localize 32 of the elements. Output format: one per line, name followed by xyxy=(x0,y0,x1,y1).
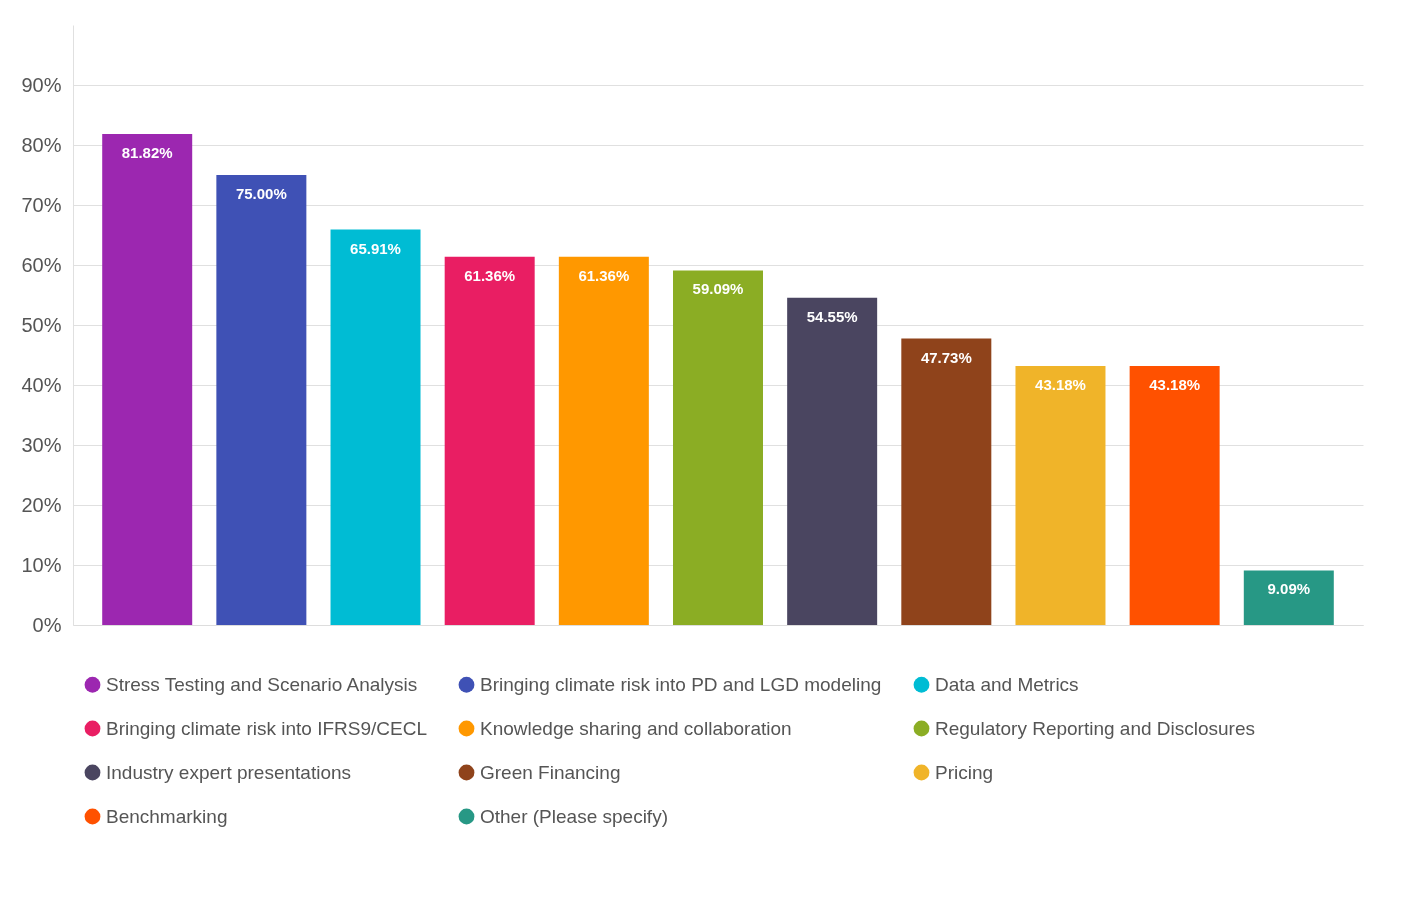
legend-label: Data and Metrics xyxy=(935,673,1079,695)
legend-label: Regulatory Reporting and Disclosures xyxy=(935,717,1255,739)
y-tick-label: 50% xyxy=(21,313,62,336)
data-label: 43.18% xyxy=(1035,375,1086,393)
data-label: 54.55% xyxy=(806,307,858,325)
legend-label: Industry expert presentations xyxy=(106,761,352,783)
y-tick-label: 20% xyxy=(21,493,62,516)
data-label: 61.36% xyxy=(578,266,630,284)
legend-label: Benchmarking xyxy=(106,805,228,827)
y-tick-label: 60% xyxy=(21,253,62,276)
y-tick-label: 30% xyxy=(21,433,62,456)
legend-label: Pricing xyxy=(935,761,994,783)
legend-label: Other (Please specify) xyxy=(480,805,668,827)
data-label: 61.36% xyxy=(464,266,516,284)
data-label: 81.82% xyxy=(121,144,173,162)
data-label: 43.18% xyxy=(1149,375,1201,393)
data-label: 65.91% xyxy=(350,239,401,257)
y-tick-label: 10% xyxy=(21,553,62,576)
y-tick-label: 90% xyxy=(21,73,62,96)
data-label: 75.00% xyxy=(235,185,287,202)
legend-label: Bringing climate risk into PD and LGD modeling xyxy=(480,673,882,695)
legend-label: Green Financing xyxy=(480,761,621,783)
data-label: 47.73% xyxy=(920,348,972,366)
y-tick-label: 80% xyxy=(21,133,62,156)
data-label: 9.09% xyxy=(1267,580,1311,598)
y-tick-label: 0% xyxy=(32,613,62,636)
y-tick-label: 40% xyxy=(21,373,62,396)
y-tick-label: 70% xyxy=(21,193,62,216)
legend-label: Bringing climate risk into IFRS9/CECL xyxy=(106,717,427,739)
legend-label: Knowledge sharing and collaboration xyxy=(480,717,792,739)
legend-label: Stress Testing and Scenario Analysis xyxy=(106,673,418,695)
data-label: 59.09% xyxy=(692,280,744,298)
